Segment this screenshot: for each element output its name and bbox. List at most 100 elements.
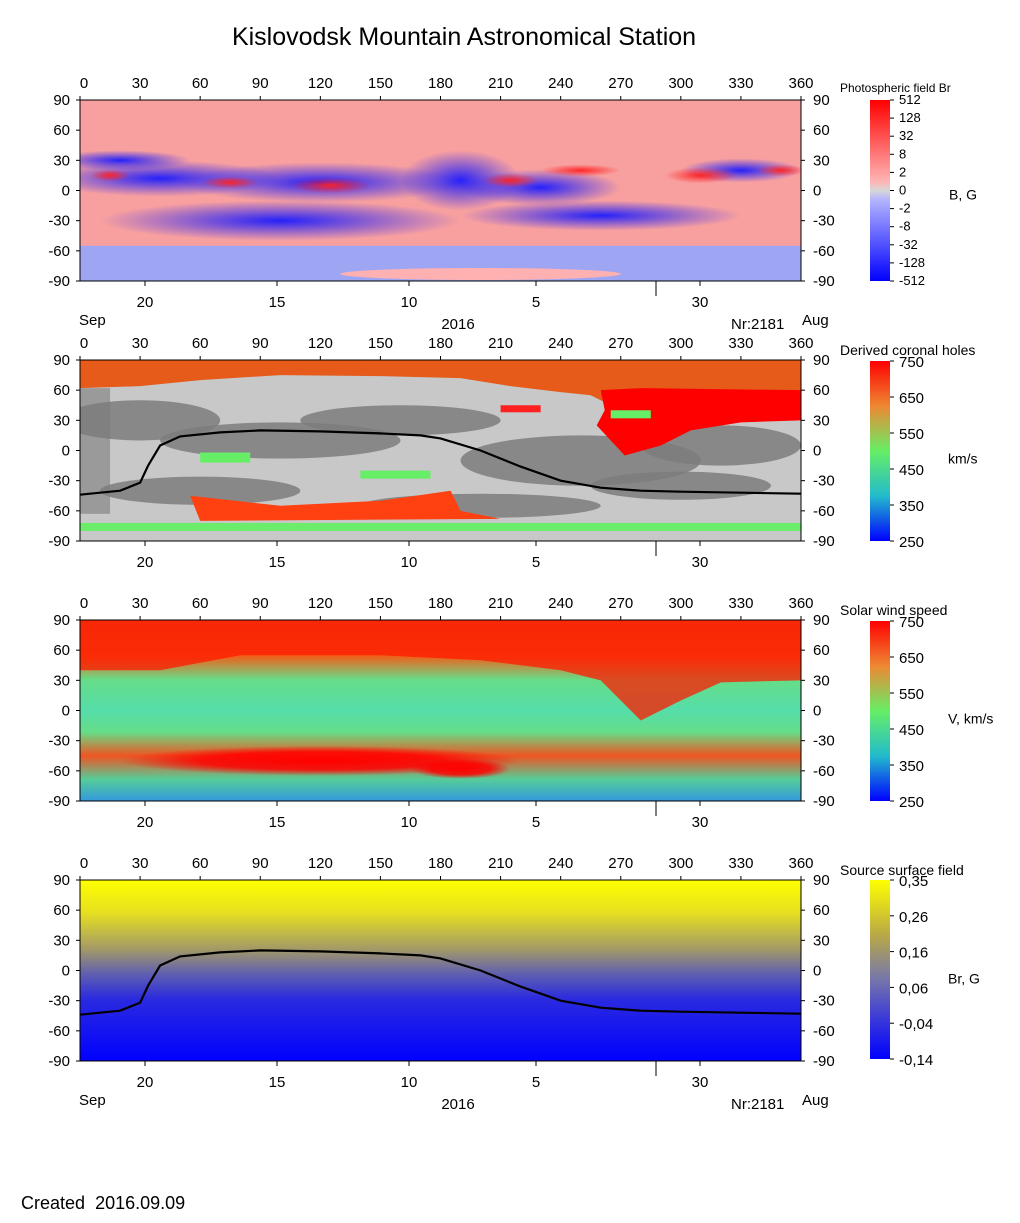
colorbar-tick-label: -0,04 [899,1016,933,1033]
x-tick-label: 120 [308,595,333,612]
x-tick-label: 0 [80,75,88,92]
y-tick-label-right: -90 [813,1053,835,1070]
x-tick-label: 360 [788,75,813,92]
neutral-line [80,429,801,496]
date-tick-label: 20 [137,554,154,571]
y-tick-label-right: -30 [813,993,835,1010]
date-tick-label: 30 [692,554,709,571]
y-tick-label-left: -60 [48,503,70,520]
south-pole-patch [340,267,621,280]
y-tick-label-right: 90 [813,352,830,369]
x-tick-label: 210 [488,595,513,612]
south-coronal-hole [190,490,501,521]
south-polar-band [80,522,801,531]
x-tick-label: 270 [608,855,633,872]
colorbar-tick-label: 750 [899,354,924,371]
x-tick-label: 180 [428,855,453,872]
date-tick-label: 15 [269,814,286,831]
positive-field-patch [540,164,621,177]
colorbar-unit-label: B, G [949,187,977,203]
y-tick-label-left: -30 [48,473,70,490]
year-label: 2016 [441,316,474,333]
y-tick-label-left: 90 [53,612,70,629]
x-tick-label: 150 [368,855,393,872]
date-tick-label: 15 [269,554,286,571]
x-tick-label: 240 [548,855,573,872]
year-label: 2016 [441,1096,474,1113]
y-tick-label-left: 30 [53,412,70,429]
y-tick-label-right: 30 [813,152,830,169]
y-tick-label-left: 60 [53,902,70,919]
x-tick-label: 60 [192,855,209,872]
negative-field-patch [460,200,741,231]
date-tick-label: 5 [532,1074,540,1091]
y-tick-label-left: 0 [62,183,70,200]
y-tick-label-right: -60 [813,1023,835,1040]
positive-field-patch [482,173,539,188]
colorbar-tick-label: 0,06 [899,980,928,997]
colorbar-tick-label: 512 [899,92,921,107]
colorbar-tick-label: -0,14 [899,1052,933,1069]
colorbar-tick-label: 750 [899,614,924,631]
x-tick-label: 120 [308,75,333,92]
positive-field-patch [202,176,259,189]
x-tick-label: 180 [428,595,453,612]
rotation-label: Nr:2181 [731,1096,784,1113]
date-tick-label: 10 [401,294,418,311]
x-tick-label: 60 [192,75,209,92]
green-hole [200,452,251,463]
x-tick-label: 330 [728,335,753,352]
x-tick-label: 210 [488,855,513,872]
y-tick-label-left: -30 [48,993,70,1010]
colorbar-title: Photospheric field Br [840,81,951,95]
y-tick-label-right: 0 [813,963,821,980]
x-tick-label: 270 [608,335,633,352]
colorbar [870,621,890,801]
y-tick-label-left: -60 [48,243,70,260]
colorbar-tick-label: 250 [899,794,924,811]
x-tick-label: 150 [368,75,393,92]
date-tick-label: 20 [137,294,154,311]
map-area [80,360,801,541]
colorbar-tick-label: 650 [899,390,924,407]
x-tick-label: 60 [192,335,209,352]
y-tick-label-right: 60 [813,122,830,139]
y-tick-label-right: 0 [813,703,821,720]
month-label-right: Aug [802,1092,829,1109]
small-red-hole [500,405,541,413]
date-tick-label: 10 [401,554,418,571]
y-tick-label-left: 0 [62,703,70,720]
y-tick-label-right: 30 [813,932,830,949]
y-tick-label-left: 60 [53,122,70,139]
colorbar [870,100,890,281]
map-area [80,100,801,281]
y-tick-label-right: -90 [813,533,835,550]
colorbar-tick-label: 350 [899,758,924,775]
date-tick-label: 10 [401,1074,418,1091]
y-tick-label-left: 90 [53,872,70,889]
date-tick-label: 5 [532,814,540,831]
y-tick-label-left: -30 [48,213,70,230]
x-tick-label: 0 [80,855,88,872]
y-tick-label-left: 90 [53,92,70,109]
x-tick-label: 300 [668,855,693,872]
y-tick-label-right: -60 [813,763,835,780]
date-tick-label: 5 [532,294,540,311]
x-tick-label: 270 [608,595,633,612]
month-label-left: Sep [79,312,106,329]
y-tick-label-right: -30 [813,733,835,750]
positive-field-patch [90,169,131,182]
y-tick-label-right: 90 [813,612,830,629]
colorbar-tick-label: 2 [899,164,906,179]
colorbar [870,361,890,541]
y-tick-label-left: 0 [62,443,70,460]
x-tick-label: 180 [428,335,453,352]
positive-field-patch [290,177,371,194]
y-tick-label-left: -60 [48,763,70,780]
y-tick-label-right: -90 [813,273,835,290]
colorbar-tick-label: -128 [899,255,925,270]
